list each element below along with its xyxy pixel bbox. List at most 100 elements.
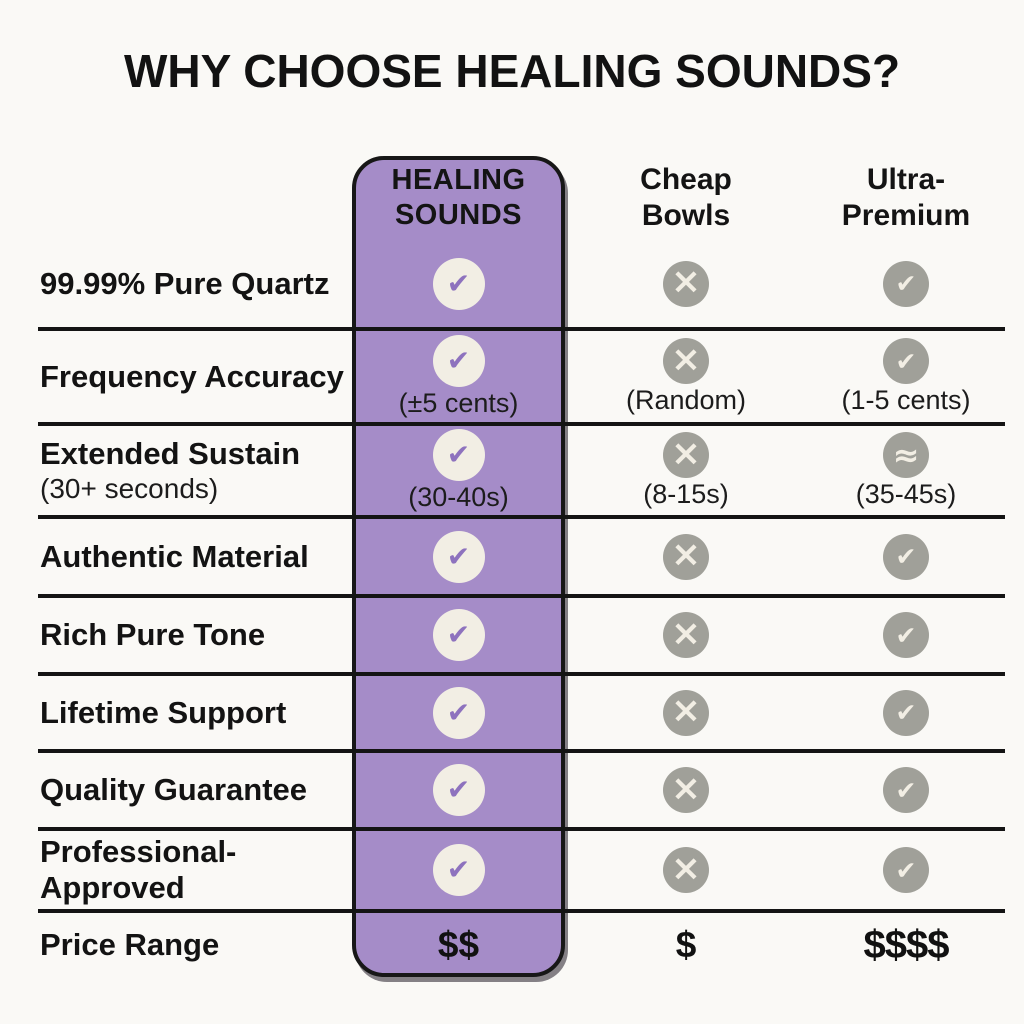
icon-glyph: ✔ (895, 855, 917, 885)
icon-glyph: ✔ (895, 346, 917, 376)
cheap-bowls-cell: × (565, 240, 807, 327)
comparison-table: 99.99% Pure Quartz ✔ × ✔ Frequency Accur… (38, 240, 1005, 977)
cross-icon: × (663, 432, 709, 479)
cross-icon: × (663, 260, 709, 307)
table-row-price: Price Range $$ $ $$$$ (38, 909, 1005, 977)
healing-sounds-cell: $$ (352, 913, 565, 977)
row-label-cell: Rich Pure Tone (38, 598, 352, 672)
cell-note: (8-15s) (643, 479, 729, 510)
cheap-bowls-cell: × (565, 831, 807, 909)
icon-glyph: ✔ (446, 618, 471, 651)
cell-note: (±5 cents) (398, 388, 519, 419)
ultra-premium-cell: ✔ (807, 753, 1005, 827)
cheap-bowls-cell: × (8-15s) (565, 426, 807, 515)
icon-glyph: × (670, 534, 702, 575)
column-header-label: HEALING SOUNDS (391, 164, 526, 231)
cross-icon: × (663, 338, 709, 385)
cross-icon: × (663, 533, 709, 580)
table-row: Extended Sustain (30+ seconds) ✔ (30-40s… (38, 422, 1005, 515)
icon-glyph: ✔ (895, 620, 917, 650)
check-icon: ✔ (432, 844, 485, 896)
cheap-bowls-cell: × (565, 753, 807, 827)
cheap-bowls-cell: × (565, 676, 807, 749)
column-header-cheap-bowls: Cheap Bowls (565, 156, 807, 240)
cheap-bowls-cell: × (Random) (565, 331, 807, 422)
ultra-premium-cell: ✔ (807, 598, 1005, 672)
row-sublabel: (30+ seconds) (40, 472, 219, 504)
icon-glyph: × (670, 690, 702, 731)
row-label-cell: Lifetime Support (38, 676, 352, 749)
row-label-cell: Quality Guarantee (38, 753, 352, 827)
check-icon: ✔ (883, 847, 929, 893)
check-icon: ✔ (432, 257, 485, 310)
icon-glyph: ✔ (446, 344, 471, 378)
healing-sounds-cell: ✔ (352, 519, 565, 594)
icon-glyph: ✔ (446, 773, 471, 806)
table-row: 99.99% Pure Quartz ✔ × ✔ (38, 240, 1005, 327)
icon-glyph: × (670, 261, 702, 302)
icon-glyph: ✔ (446, 853, 471, 886)
cell-note: (Random) (625, 385, 747, 416)
check-icon: ✔ (432, 335, 485, 388)
table-row: Frequency Accuracy ✔ (±5 cents) × (Rando… (38, 327, 1005, 422)
cheap-bowls-cell: $ (565, 913, 807, 977)
column-header-label: Ultra- Premium (841, 163, 971, 232)
icon-glyph: × (670, 612, 702, 654)
cross-icon: × (663, 847, 709, 893)
check-icon: ✔ (432, 429, 485, 482)
table-row: Authentic Material ✔ × ✔ (38, 515, 1005, 594)
row-label-cell: Extended Sustain (30+ seconds) (38, 426, 352, 515)
healing-sounds-cell: ✔ (352, 753, 565, 827)
healing-sounds-cell: ✔ (±5 cents) (352, 331, 565, 422)
ultra-premium-cell: ✔ (807, 676, 1005, 749)
icon-glyph: × (670, 767, 702, 809)
price-value: $ (675, 924, 697, 965)
icon-glyph: ✔ (446, 695, 471, 729)
check-icon: ✔ (883, 260, 929, 307)
ultra-premium-cell: ✔ (807, 240, 1005, 327)
row-label: Professional-Approved (40, 834, 237, 905)
icon-glyph: ✔ (446, 266, 471, 300)
check-icon: ✔ (883, 767, 929, 813)
cell-note: (1-5 cents) (841, 385, 971, 416)
check-icon: ✔ (883, 689, 929, 736)
cell-note: (35-45s) (855, 479, 957, 510)
row-label: Extended Sustain (40, 436, 301, 472)
ultra-premium-cell: ✔ (807, 831, 1005, 909)
cross-icon: × (663, 689, 709, 736)
cross-icon: × (663, 767, 709, 813)
table-row: Quality Guarantee ✔ × ✔ (38, 749, 1005, 827)
cross-icon: × (663, 612, 709, 658)
healing-sounds-cell: ✔ (352, 676, 565, 749)
healing-sounds-cell: ✔ (352, 598, 565, 672)
row-label: Rich Pure Tone (40, 617, 266, 653)
row-label-cell: 99.99% Pure Quartz (38, 240, 352, 327)
row-label: 99.99% Pure Quartz (40, 265, 330, 301)
table-header-row: HEALING SOUNDS Cheap Bowls Ultra- Premiu… (38, 156, 1005, 240)
icon-glyph: ≈ (892, 436, 920, 475)
healing-sounds-cell: ✔ (352, 831, 565, 909)
approx-icon: ≈ (883, 432, 929, 479)
price-value: $$ (437, 924, 480, 965)
ultra-premium-cell: ✔ (807, 519, 1005, 594)
healing-sounds-cell: ✔ (30-40s) (352, 426, 565, 515)
row-label: Price Range (40, 927, 220, 963)
check-icon: ✔ (883, 533, 929, 580)
icon-glyph: ✔ (895, 269, 917, 298)
icon-glyph: ✔ (895, 698, 917, 727)
icon-glyph: ✔ (895, 542, 917, 571)
row-label: Quality Guarantee (40, 772, 308, 808)
ultra-premium-cell: $$$$ (807, 913, 1005, 977)
table-row: Rich Pure Tone ✔ × ✔ (38, 594, 1005, 672)
row-label-cell: Authentic Material (38, 519, 352, 594)
icon-glyph: × (670, 338, 702, 380)
icon-glyph: ✔ (446, 539, 471, 573)
row-label: Authentic Material (40, 538, 309, 574)
cell-note: (30-40s) (408, 482, 509, 513)
check-icon: ✔ (883, 612, 929, 658)
check-icon: ✔ (432, 686, 485, 739)
ultra-premium-cell: ≈ (35-45s) (807, 426, 1005, 515)
table-row: Professional-Approved ✔ × ✔ (38, 827, 1005, 909)
healing-sounds-cell: ✔ (352, 240, 565, 327)
